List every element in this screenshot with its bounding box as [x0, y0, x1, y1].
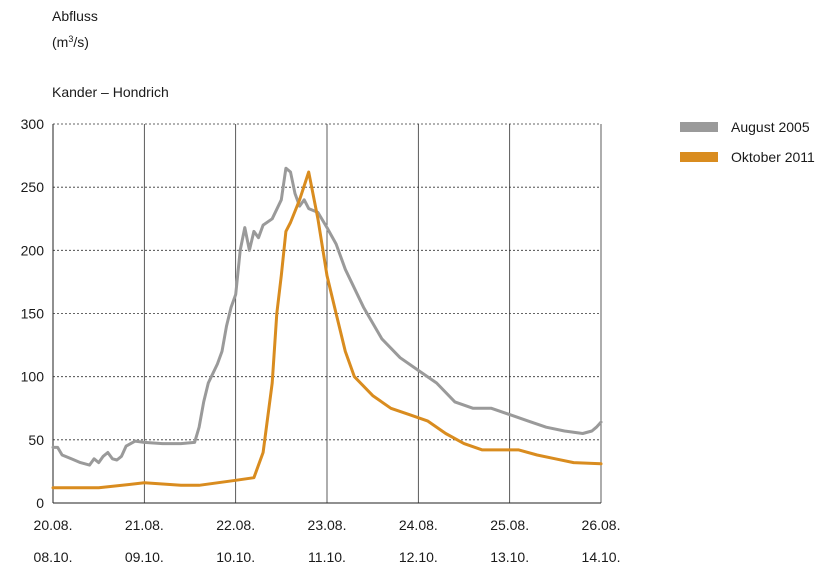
- x-tick-label-row2: 08.10.: [34, 549, 73, 565]
- legend-label: Oktober 2011: [731, 149, 815, 165]
- y-tick-label: 200: [21, 242, 45, 258]
- x-tick-labels: 20.08. 21.08. 22.08. 23.08. 24.08. 25.08. 26.0…: [34, 517, 621, 565]
- x-tick-label-row1: 20.08.: [34, 517, 73, 533]
- x-tick-label-row2: 10.10.: [216, 549, 255, 565]
- x-tick-label-row2: 14.10.: [582, 549, 621, 565]
- series-line-1: [51, 166, 603, 467]
- x-tick-label-row1: 26.08.: [582, 517, 621, 533]
- series-lines: [51, 166, 603, 490]
- y-axis-unit: (m3/s): [52, 34, 89, 50]
- x-tick-label-row2: 11.10.: [308, 549, 346, 565]
- chart-title: Kander – Hondrich: [52, 84, 169, 100]
- x-tick-label-row2: 09.10.: [125, 549, 164, 565]
- x-tick-label-row2: 12.10.: [399, 549, 438, 565]
- series-line-2: [51, 170, 603, 490]
- y-tick-label: 300: [21, 116, 45, 132]
- axes: [52, 124, 601, 504]
- x-tick-label-row1: 22.08.: [216, 517, 255, 533]
- legend-label: August 2005: [731, 119, 810, 135]
- y-tick-labels: 0 50 100 150 200 250 300: [21, 116, 45, 511]
- legend-swatch: [680, 122, 718, 132]
- grid: [53, 123, 602, 503]
- x-tick-label-row1: 25.08.: [490, 517, 529, 533]
- x-tick-label-row1: 24.08.: [399, 517, 438, 533]
- legend: August 2005 Oktober 2011: [680, 119, 815, 165]
- y-tick-label: 100: [21, 369, 45, 385]
- y-tick-label: 250: [21, 179, 45, 195]
- x-tick-label-row1: 23.08.: [308, 517, 347, 533]
- x-tick-label-row1: 21.08.: [125, 517, 164, 533]
- legend-swatch: [680, 152, 718, 162]
- y-axis-label: Abfluss: [52, 8, 98, 24]
- y-tick-label: 50: [28, 432, 44, 448]
- y-tick-label: 0: [36, 495, 44, 511]
- y-tick-label: 150: [21, 306, 45, 322]
- x-tick-label-row2: 13.10.: [490, 549, 529, 565]
